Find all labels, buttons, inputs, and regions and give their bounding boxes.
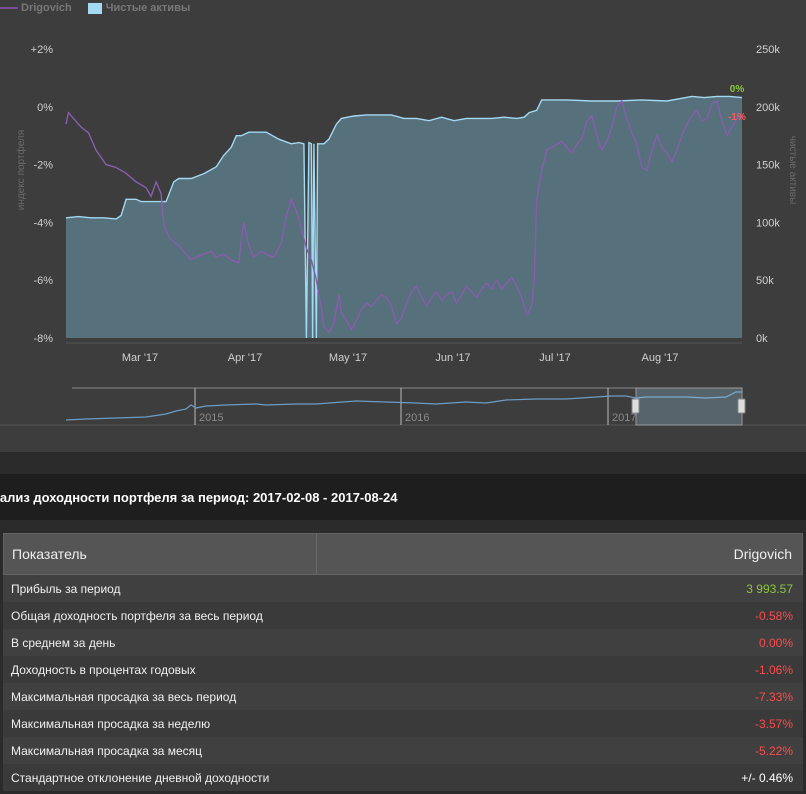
right-axis-tick: 250k bbox=[756, 44, 780, 56]
navigator-year-label: 2016 bbox=[405, 412, 429, 424]
section-title-bar: нализ доходности портфеля за период: 201… bbox=[0, 474, 806, 520]
right-axis-tick: 0k bbox=[756, 333, 768, 345]
row-label: Общая доходность портфеля за весь период bbox=[11, 608, 263, 623]
x-axis-tick: Apr '17 bbox=[228, 352, 263, 364]
table-row: Максимальная просадка за месяц -5.22% bbox=[3, 737, 803, 764]
header-indicator[interactable]: Показатель bbox=[4, 534, 317, 574]
row-label: Стандартное отклонение дневной доходност… bbox=[11, 770, 270, 785]
end-label-index: 0% bbox=[730, 84, 745, 95]
right-axis-tick: 50k bbox=[756, 275, 774, 287]
table-row: Максимальная просадка за весь период -7.3… bbox=[3, 683, 803, 710]
left-axis-tick: -4% bbox=[33, 217, 53, 229]
right-axis-tick: 150k bbox=[756, 160, 780, 172]
row-value: +/- 0.46% bbox=[741, 770, 793, 785]
row-value: -3.57% bbox=[754, 716, 793, 731]
header-portfolio[interactable]: Drigovich bbox=[733, 546, 792, 562]
legend-item-drigovich[interactable]: Drigovich bbox=[0, 2, 72, 14]
navigator-year-label: 2017 bbox=[612, 412, 636, 424]
left-axis-label: индекс портфеля bbox=[15, 130, 27, 210]
main-chart[interactable]: +2% 0% -2% -4% -6% -8% 250k 200k 150k 100k 50k 0k ин… bbox=[0, 0, 806, 452]
legend-label-drigovich: Drigovich bbox=[21, 2, 72, 14]
row-label: Доходность в процентах годовых bbox=[11, 662, 196, 677]
left-axis-tick: 0% bbox=[37, 102, 53, 114]
right-axis-tick: 200k bbox=[756, 102, 780, 114]
left-axis-tick: -6% bbox=[33, 275, 53, 287]
legend-line-icon bbox=[0, 7, 18, 9]
legend-label-net-assets: Чистые активы bbox=[105, 2, 191, 14]
section-title: нализ доходности портфеля за период: 201… bbox=[0, 489, 398, 505]
table-row: В среднем за день 0.00% bbox=[3, 629, 803, 656]
table-row: Прибыль за период 3 993.57 bbox=[3, 575, 803, 602]
stats-table: Показатель Drigovich Прибыль за период 3 … bbox=[3, 533, 803, 791]
navigator-selection[interactable] bbox=[635, 387, 743, 426]
portfolio-index-line bbox=[65, 99, 743, 334]
spacer bbox=[0, 452, 806, 474]
x-axis-tick: Mar '17 bbox=[122, 352, 158, 364]
x-axis-tick: Jun '17 bbox=[435, 352, 470, 364]
table-row: Максимальная просадка за неделю -3.57% bbox=[3, 710, 803, 737]
row-label: В среднем за день bbox=[11, 635, 116, 650]
table-row: Общая доходность портфеля за весь период… bbox=[3, 602, 803, 629]
chart-legend: Drigovich Чистые активы bbox=[0, 0, 206, 18]
left-axis-tick: -8% bbox=[33, 333, 53, 345]
x-axis-tick: Jul '17 bbox=[539, 352, 570, 364]
left-axis-tick: +2% bbox=[31, 44, 54, 56]
left-axis-tick: -2% bbox=[33, 160, 53, 172]
row-label: Максимальная просадка за месяц bbox=[11, 743, 203, 758]
legend-item-net-assets[interactable]: Чистые активы bbox=[87, 2, 191, 14]
navigator-right-handle[interactable] bbox=[737, 398, 746, 414]
navigator-year-label: 2015 bbox=[199, 412, 223, 424]
x-axis-tick: May '17 bbox=[329, 352, 367, 364]
table-header: Показатель Drigovich bbox=[3, 533, 803, 575]
end-label-change: -1% bbox=[728, 112, 746, 123]
row-value: 3 993.57 bbox=[746, 581, 793, 596]
x-axis-tick: Aug '17 bbox=[642, 352, 679, 364]
chart-area: Drigovich Чистые активы +2% 0% -2% -4% -6% -8… bbox=[0, 0, 806, 452]
row-label: Максимальная просадка за неделю bbox=[11, 716, 211, 731]
legend-box-icon bbox=[87, 2, 102, 14]
right-axis-tick: 100k bbox=[756, 217, 780, 229]
row-label: Максимальная просадка за весь период bbox=[11, 689, 237, 704]
navigator-left-handle[interactable] bbox=[631, 398, 640, 414]
table-row: Стандартное отклонение дневной доходност… bbox=[3, 764, 803, 791]
table-body: Прибыль за период 3 993.57 Общая доходност… bbox=[3, 575, 803, 791]
table-row: Доходность в процентах годовых -1.06% bbox=[3, 656, 803, 683]
row-value: -0.58% bbox=[754, 608, 793, 623]
row-value: -5.22% bbox=[754, 743, 793, 758]
net-assets-area bbox=[66, 96, 742, 339]
right-axis-label: чистые активы bbox=[787, 136, 798, 205]
row-value: 0.00% bbox=[758, 635, 793, 650]
navigator-line bbox=[65, 391, 743, 421]
row-label: Прибыль за период bbox=[11, 581, 121, 596]
row-value: -7.33% bbox=[754, 689, 793, 704]
row-value: -1.06% bbox=[754, 662, 793, 677]
